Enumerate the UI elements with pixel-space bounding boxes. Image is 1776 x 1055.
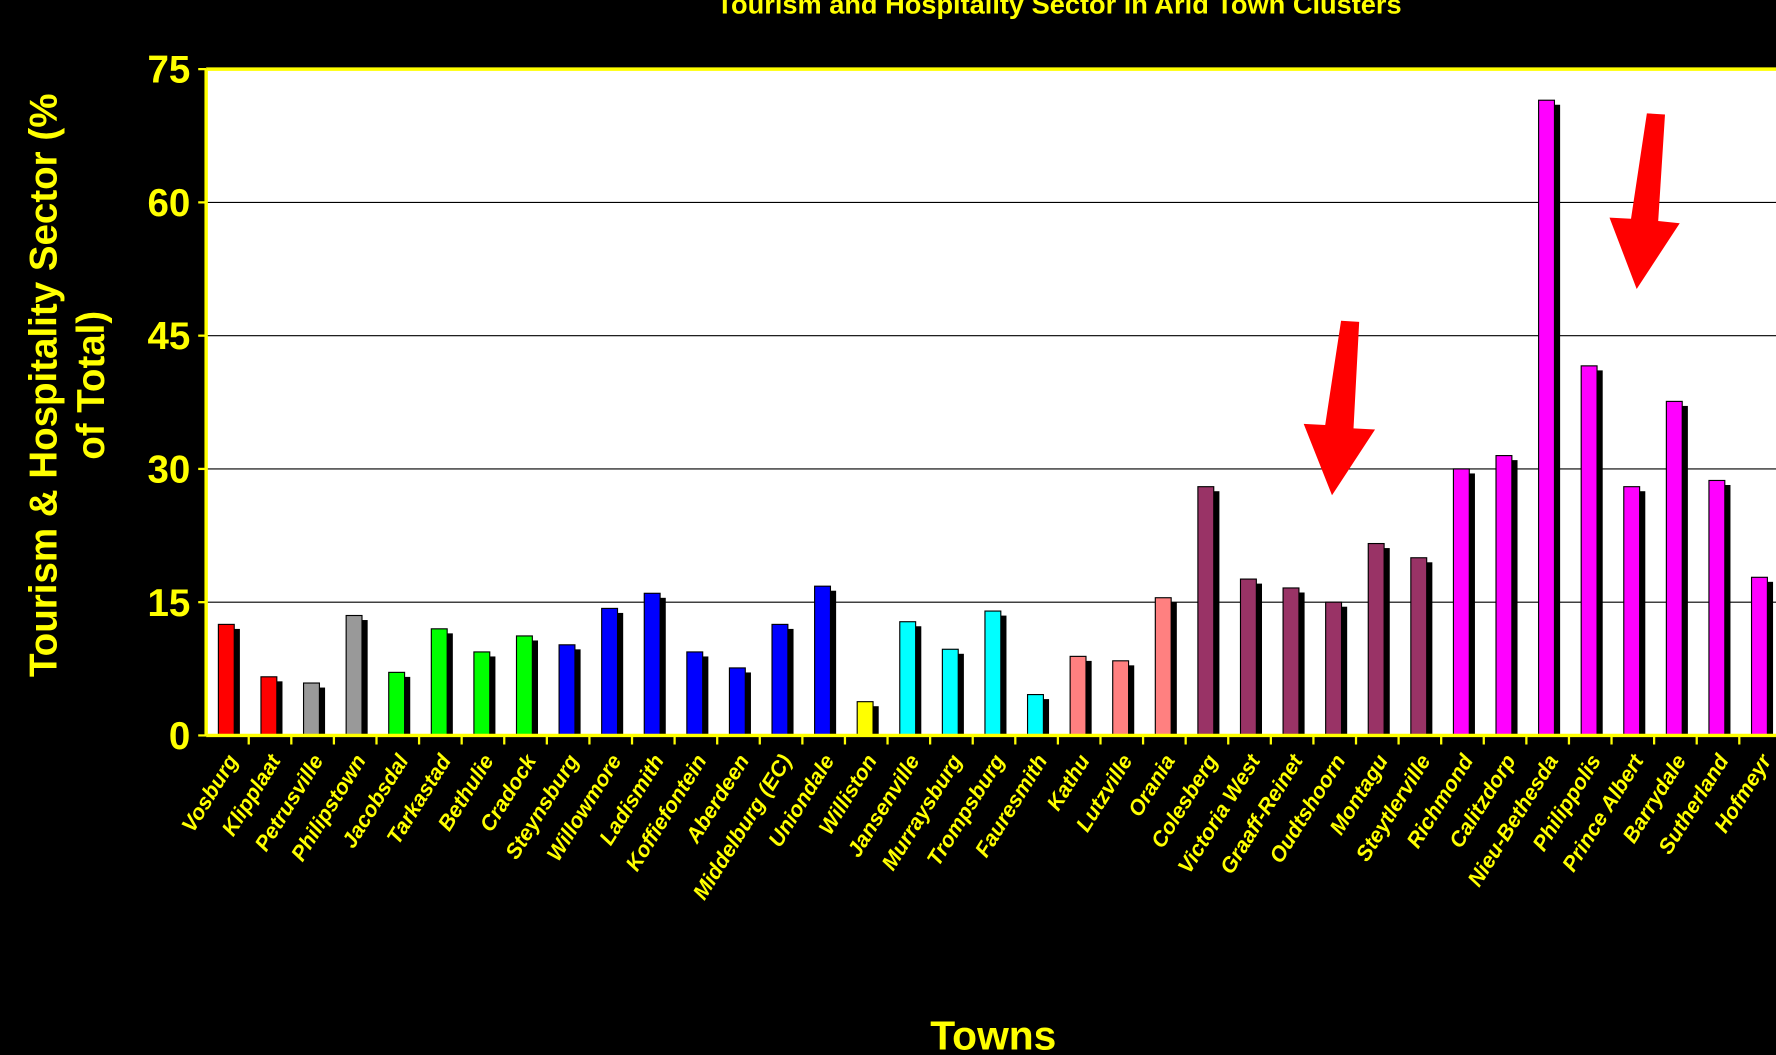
bar: [388, 671, 406, 737]
bar: [473, 651, 491, 737]
bar: [345, 614, 363, 737]
bar: [1410, 557, 1428, 737]
bar: [1154, 597, 1172, 737]
bar: [1367, 542, 1385, 737]
bar: [1069, 655, 1087, 737]
bar: [1750, 576, 1768, 737]
y-tick-label: 0: [169, 715, 190, 758]
y-tick-label: 30: [147, 449, 190, 492]
bar: [899, 621, 917, 737]
bar: [1239, 578, 1257, 737]
y-tick-label: 75: [147, 49, 190, 92]
bar: [260, 676, 278, 737]
bar: [1580, 365, 1598, 737]
bar: [771, 623, 789, 737]
chart-title: Tourism and Hospitality Sector in Arid T…: [716, 0, 1401, 20]
bar: [430, 628, 448, 737]
bar: [1538, 99, 1556, 737]
bar: [1112, 660, 1130, 737]
bar: [1282, 587, 1300, 737]
bar: [1452, 468, 1470, 737]
arrow: [1609, 113, 1680, 289]
bar: [601, 607, 619, 737]
bar: [1197, 486, 1215, 737]
bar: [1708, 479, 1726, 737]
bar: [941, 648, 959, 737]
y-axis-title: Tourism & Hospitality Sector (%: [23, 94, 66, 677]
bar: [302, 682, 320, 737]
arrow: [1303, 320, 1376, 496]
bar: [1623, 486, 1641, 737]
y-tick-label: 60: [147, 182, 190, 225]
bar: [1325, 601, 1343, 737]
bar: [643, 592, 661, 737]
bar: [1026, 694, 1044, 737]
bar: [728, 667, 746, 737]
bar: [1495, 455, 1513, 737]
bar: [217, 623, 235, 737]
y-tick-label: 15: [147, 582, 190, 625]
bar: [814, 585, 832, 737]
bar: [558, 644, 576, 737]
y-axis-title: of Total): [70, 311, 113, 460]
bar: [984, 610, 1002, 737]
bar: [856, 701, 874, 737]
y-tick-label: 45: [147, 315, 190, 358]
x-axis-title: Towns: [930, 1012, 1056, 1055]
bar: [1665, 400, 1683, 737]
bar: [515, 635, 533, 737]
bar: [686, 651, 704, 737]
